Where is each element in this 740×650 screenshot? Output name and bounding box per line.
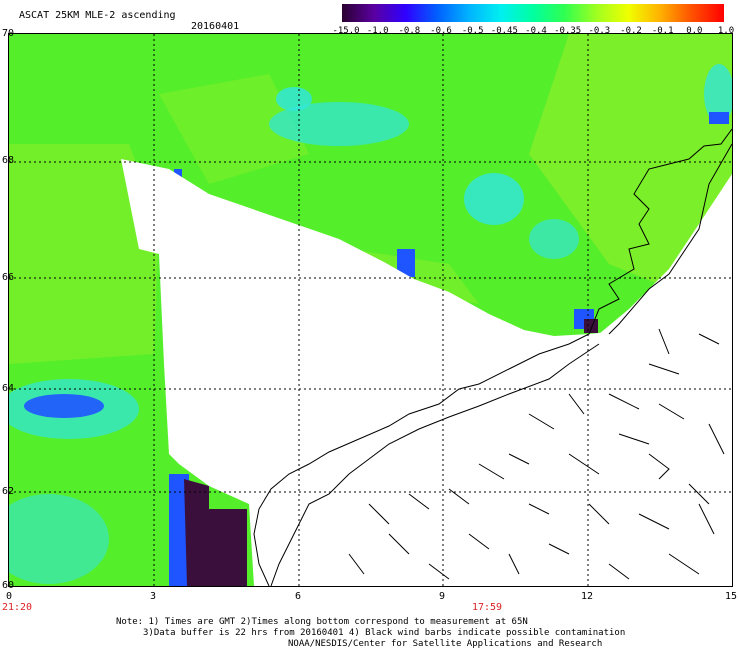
graticule [9, 34, 732, 586]
color-scale-label: -0.4 [525, 26, 547, 36]
blue-regions [24, 112, 729, 586]
lat-label-62: 62 [2, 486, 15, 497]
lat-label-66: 66 [2, 272, 15, 283]
color-scale-label: -0.35 [554, 26, 582, 36]
lon-label-6: 6 [294, 591, 302, 602]
scatterometer-map [8, 33, 733, 587]
footnotes: Note: 1) Times are GMT 2)Times along bot… [116, 617, 625, 650]
note-line-3: NOAA/NESDIS/Center for Satellite Applica… [288, 639, 603, 649]
color-scale-label: -0.8 [398, 26, 421, 36]
color-scale-label: -0.5 [461, 26, 484, 36]
purple-region [184, 479, 247, 586]
color-scale-label: -0.1 [651, 26, 674, 36]
lat-label-70: 70 [2, 28, 15, 39]
color-scale-label: -0.45 [490, 26, 518, 36]
product-title: ASCAT 25KM MLE-2 ascending [19, 10, 176, 21]
lon-label-0: 0 [5, 591, 13, 602]
color-scale-label: -15.0 [332, 26, 360, 36]
lat-label-64: 64 [2, 383, 15, 394]
color-scale-labels: -15.0 -1.0 -0.8 -0.6 -0.5 -0.45 -0.4 -0.35 -0.3-… [332, 26, 736, 38]
color-scale-label: 1.0 [717, 26, 735, 36]
time-label-start: 21:20 [1, 602, 33, 613]
color-scale-bar [342, 4, 724, 22]
lon-label-9: 9 [438, 591, 446, 602]
color-scale-label: -0.6 [430, 26, 452, 36]
color-scale-label: -0.3 [588, 26, 611, 36]
cyan-regions [9, 64, 732, 584]
color-scale-label: -0.2 [620, 26, 642, 36]
lon-label-3: 3 [149, 591, 157, 602]
lon-label-15: 15 [724, 591, 738, 602]
note-line-2: 3)Data buffer is 22 hrs from 20160401 4)… [143, 628, 626, 638]
product-date: 20160401 [191, 21, 240, 32]
note-line-1: Note: 1) Times are GMT 2)Times along bot… [116, 617, 528, 627]
color-scale-label: 0.0 [686, 26, 703, 36]
time-label-mid: 17:59 [471, 602, 503, 613]
lon-label-12: 12 [580, 591, 594, 602]
lat-label-68: 68 [2, 155, 15, 166]
no-data-gap [121, 159, 732, 586]
color-scale-label: -1.0 [366, 26, 389, 36]
norway-coastline [253, 128, 732, 586]
lat-label-60: 60 [2, 580, 15, 591]
